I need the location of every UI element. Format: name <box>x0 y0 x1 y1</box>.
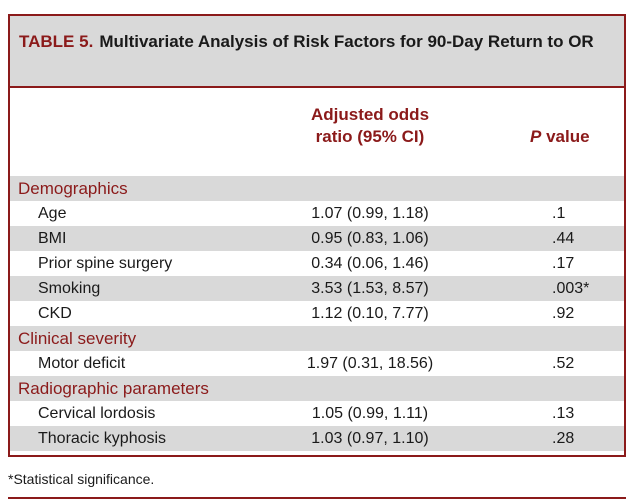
p-value: .92 <box>552 305 575 322</box>
table-label: TABLE 5. <box>19 32 94 51</box>
table-row: BMI 0.95 (0.83, 1.06) .44 <box>10 226 624 251</box>
odds-ratio-value: 1.97 (0.31, 18.56) <box>306 355 434 372</box>
risk-factor-name: Smoking <box>38 280 101 297</box>
risk-factor-name: CKD <box>38 305 72 322</box>
odds-ratio-value: 1.05 (0.99, 1.11) <box>311 405 429 422</box>
risk-factor-name: Motor deficit <box>38 355 126 372</box>
p-value: .28 <box>552 430 575 447</box>
column-header-odds-ratio: Adjusted odds ratio (95% CI) <box>290 104 450 148</box>
odds-ratio-value: 1.12 (0.10, 7.77) <box>311 305 429 322</box>
column-header-p-value: P value <box>530 126 590 148</box>
column-header-odds-ratio-line1: Adjusted odds <box>310 105 430 124</box>
risk-factor-name: Thoracic kyphosis <box>38 430 167 447</box>
odds-ratio-value: 1.07 (0.99, 1.18) <box>311 205 429 222</box>
table-row: Prior spine surgery 0.34 (0.06, 1.46) .17 <box>10 251 624 276</box>
p-value: .1 <box>552 205 566 222</box>
p-value: .44 <box>552 230 575 247</box>
column-header-p-rest: value <box>541 127 590 146</box>
risk-factor-name: Prior spine surgery <box>38 255 173 272</box>
table-row: CKD 1.12 (0.10, 7.77) .92 <box>10 301 624 326</box>
table-body: Demographics Age 1.07 (0.99, 1.18) .1 BMI 0.9… <box>10 176 624 451</box>
section-heading: Clinical severity <box>18 329 137 348</box>
p-value: .003* <box>552 280 590 297</box>
p-value: .52 <box>552 355 575 372</box>
p-value: .13 <box>552 405 575 422</box>
p-value: .17 <box>552 255 575 272</box>
odds-ratio-value: 0.34 (0.06, 1.46) <box>311 255 429 272</box>
odds-ratio-value: 0.95 (0.83, 1.06) <box>311 230 429 247</box>
footnote-rule <box>8 497 626 499</box>
table-row: Age 1.07 (0.99, 1.18) .1 <box>10 201 624 226</box>
table-title-text: Multivariate Analysis of Risk Factors fo… <box>99 32 594 51</box>
table-frame: TABLE 5. Multivariate Analysis of Risk Fa… <box>8 14 626 457</box>
table-row: Thoracic kyphosis 1.03 (0.97, 1.10) .28 <box>10 426 624 451</box>
table-row: Smoking 3.53 (1.53, 8.57) .003* <box>10 276 624 301</box>
column-header-row: Adjusted odds ratio (95% CI) P value <box>10 88 624 181</box>
section-heading: Demographics <box>18 179 128 198</box>
table-title: TABLE 5. Multivariate Analysis of Risk Fa… <box>19 31 614 53</box>
section-heading-row: Radiographic parameters <box>10 376 624 401</box>
table-title-bar: TABLE 5. Multivariate Analysis of Risk Fa… <box>10 16 624 88</box>
risk-factor-name: Age <box>38 205 67 222</box>
table-row: Motor deficit 1.97 (0.31, 18.56) .52 <box>10 351 624 376</box>
risk-factor-name: BMI <box>38 230 67 247</box>
odds-ratio-value: 3.53 (1.53, 8.57) <box>311 280 429 297</box>
column-header-odds-ratio-line2: ratio (95% CI) <box>315 127 425 146</box>
odds-ratio-value: 1.03 (0.97, 1.10) <box>311 430 429 447</box>
table-footnote: *Statistical significance. <box>8 471 155 487</box>
table-row: Cervical lordosis 1.05 (0.99, 1.11) .13 <box>10 401 624 426</box>
risk-factor-name: Cervical lordosis <box>38 405 156 422</box>
column-header-p-italic: P <box>530 127 542 146</box>
section-heading: Radiographic parameters <box>18 379 209 398</box>
section-heading-row: Clinical severity <box>10 326 624 351</box>
section-heading-row: Demographics <box>10 176 624 201</box>
